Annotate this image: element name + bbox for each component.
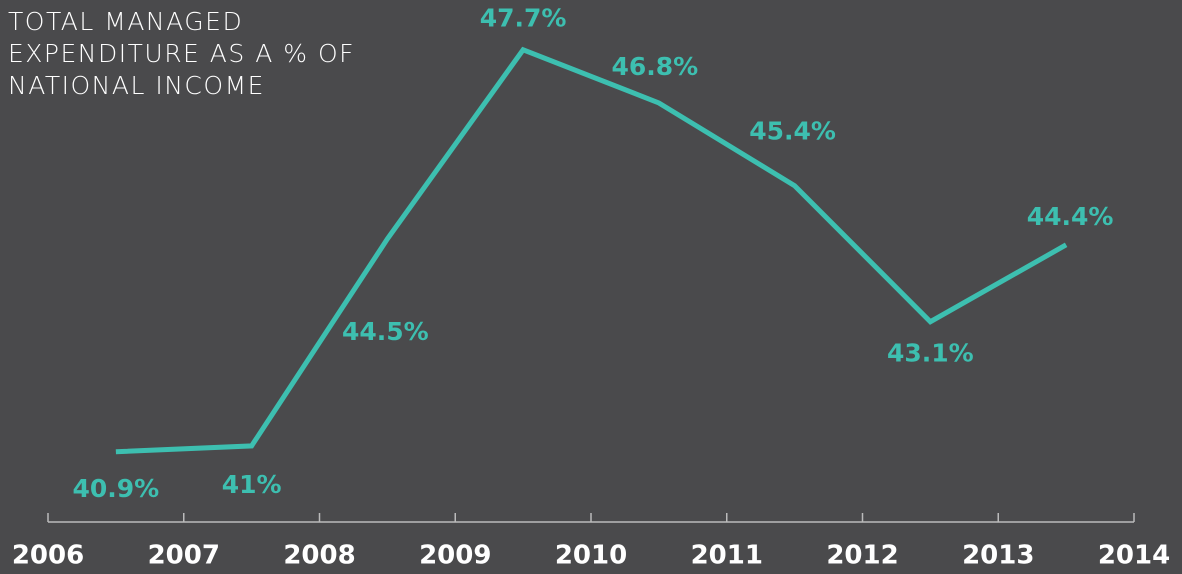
chart-title: TOTAL MANAGED EXPENDITURE AS A % OF NATI… [8, 7, 356, 100]
data-label: 40.9% [73, 474, 160, 503]
data-label: 44.4% [1027, 202, 1114, 231]
x-tick-label: 2009 [419, 541, 491, 571]
x-tick-label: 2012 [826, 541, 898, 571]
data-line [115, 46, 1068, 455]
data-label: 44.5% [342, 317, 429, 346]
data-label: 41% [222, 470, 282, 499]
data-label: 45.4% [749, 117, 836, 146]
x-tick-label: 2013 [962, 541, 1034, 571]
x-tick-label: 2011 [691, 541, 763, 571]
data-label: 46.8% [612, 52, 699, 81]
x-tick-label: 2008 [283, 541, 355, 571]
data-label: 43.1% [887, 339, 974, 368]
x-tick-label: 2007 [148, 541, 220, 571]
x-tick-label: 2006 [12, 541, 84, 571]
x-tick-label: 2010 [555, 541, 627, 571]
x-tick-label: 2014 [1098, 541, 1170, 571]
data-label: 47.7% [480, 4, 567, 33]
